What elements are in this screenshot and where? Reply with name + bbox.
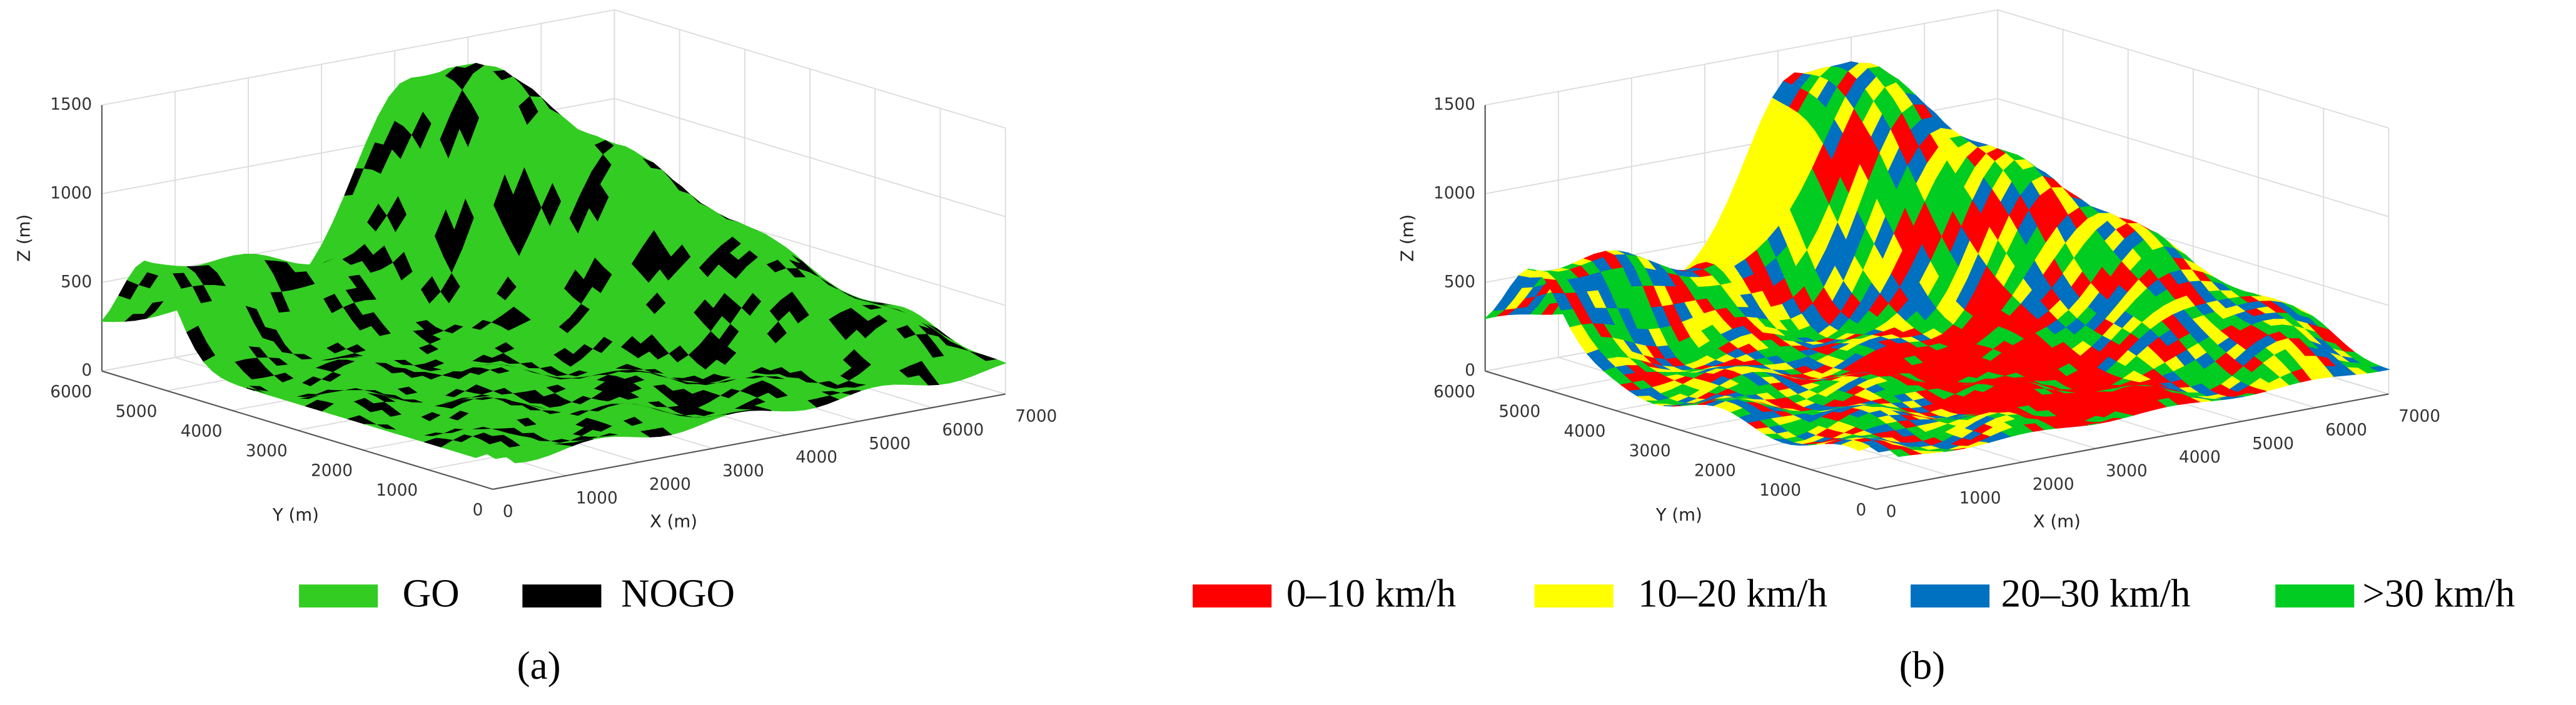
- x-tick-label: 6000: [2325, 421, 2367, 440]
- legend-swatch: [299, 584, 378, 608]
- terrain-cell: [1849, 442, 1872, 451]
- terrain-cell: [1869, 444, 1891, 452]
- z-tick-label: 0: [81, 361, 92, 380]
- y-tick-label: 4000: [1564, 422, 1606, 441]
- x-tick-label: 5000: [869, 434, 911, 453]
- legend-label: 0–10 km/h: [1286, 572, 1456, 616]
- x-axis: [492, 393, 1006, 490]
- x-tick-label: 4000: [796, 448, 837, 467]
- y-tick-label: 1000: [376, 481, 418, 500]
- grid-line: [1485, 9, 1998, 106]
- panel-label: (b): [1899, 644, 1945, 688]
- terrain: [101, 62, 1007, 464]
- z-tick-label: 1000: [1433, 184, 1475, 202]
- legend-label: >30 km/h: [2363, 572, 2515, 616]
- y-tick-label: 5000: [1498, 402, 1540, 421]
- x-tick-label: 6000: [942, 421, 984, 440]
- terrain-cell: [1889, 449, 1911, 458]
- y-tick-label: 3000: [1629, 442, 1671, 461]
- x-axis-label: X (m): [650, 511, 697, 531]
- x-tick-label: 2000: [2033, 476, 2074, 494]
- x-tick-label: 0: [1886, 502, 1897, 521]
- legend-label: GO: [403, 572, 460, 616]
- z-tick-label: 0: [1465, 361, 1475, 380]
- legend-label: 20–30 km/h: [2001, 572, 2191, 616]
- x-tick-label: 7000: [2398, 408, 2440, 426]
- grid-line: [101, 9, 615, 106]
- panel: 0 500 1000 1500 0 1000 2000 3000 4000 5000 6000 0 10…: [1193, 9, 2515, 688]
- x-tick-label: 3000: [2106, 462, 2148, 481]
- y-tick-label: 6000: [50, 382, 92, 401]
- x-tick-label: 1000: [576, 489, 618, 508]
- panel: 0 500 1000 1500 0 1000 2000 3000 4000 5000 6000 0 10…: [13, 9, 1057, 688]
- terrain: [1483, 61, 2390, 458]
- x-tick-label: 3000: [722, 462, 764, 481]
- y-tick-label: 5000: [115, 402, 157, 421]
- terrain-cell: [486, 450, 508, 459]
- x-tick-label: 2000: [649, 476, 691, 494]
- legend-swatch: [2275, 584, 2355, 608]
- z-tick-label: 1000: [50, 184, 92, 202]
- y-axis-label: Y (m): [1655, 504, 1702, 525]
- y-axis-label: Y (m): [272, 504, 319, 525]
- terrain-cell: [466, 449, 488, 458]
- y-axis: [1485, 370, 1877, 490]
- z-tick-label: 500: [1444, 272, 1475, 291]
- y-tick-label: 0: [1856, 501, 1866, 519]
- x-axis: [1876, 393, 2389, 490]
- y-axis: [101, 370, 493, 490]
- legend-swatch: [1911, 584, 1990, 608]
- z-axis-label: Z (m): [1397, 214, 1417, 262]
- x-axis-label: X (m): [2033, 511, 2081, 531]
- x-tick-label: 4000: [2179, 448, 2221, 467]
- panel-label: (a): [517, 644, 561, 688]
- y-tick-label: 6000: [1433, 382, 1475, 401]
- legend-label: NOGO: [621, 572, 735, 616]
- z-tick-label: 1500: [50, 96, 92, 114]
- legend-label: 10–20 km/h: [1638, 572, 1827, 616]
- y-tick-label: 0: [473, 501, 483, 519]
- x-tick-label: 1000: [1959, 489, 2001, 508]
- y-tick-label: 3000: [246, 442, 288, 461]
- legend-swatch: [522, 584, 602, 608]
- x-tick-label: 7000: [1015, 408, 1057, 426]
- y-tick-label: 2000: [1694, 461, 1736, 480]
- z-tick-label: 500: [61, 272, 92, 291]
- legend-swatch: [1193, 584, 1272, 608]
- y-tick-label: 1000: [1759, 481, 1801, 500]
- z-axis-label: Z (m): [13, 214, 34, 262]
- y-tick-label: 4000: [181, 422, 223, 441]
- terrain-cell: [505, 454, 528, 464]
- legend-swatch: [1534, 584, 1614, 608]
- x-tick-label: 5000: [2252, 434, 2294, 453]
- x-tick-label: 0: [503, 502, 513, 521]
- z-tick-label: 1500: [1433, 96, 1475, 114]
- y-tick-label: 2000: [311, 461, 353, 480]
